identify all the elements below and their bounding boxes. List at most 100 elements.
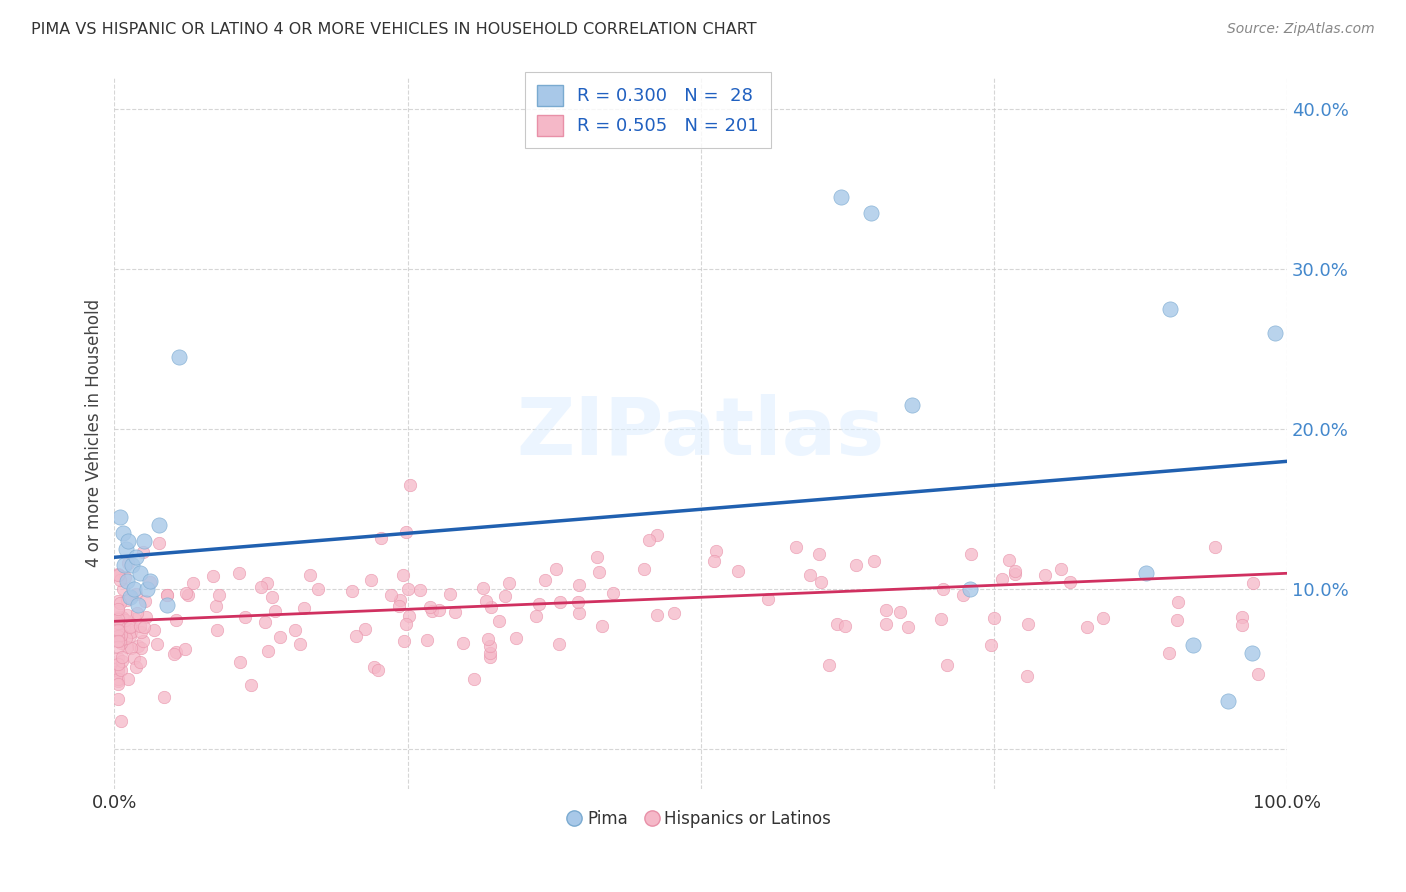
Point: [112, 558, 135, 573]
Point: [145, 637, 167, 651]
Point: [1230, 610, 1253, 624]
Point: [388, 599, 411, 613]
Point: [825, 617, 848, 632]
Point: [567, 595, 589, 609]
Point: [392, 568, 415, 582]
Point: [534, 574, 557, 588]
Point: [1241, 575, 1264, 590]
Point: [354, 622, 377, 636]
Y-axis label: 4 or more Vehicles in Household: 4 or more Vehicles in Household: [86, 300, 103, 567]
Point: [889, 605, 911, 619]
Point: [444, 605, 467, 619]
Point: [498, 575, 520, 590]
Point: [229, 655, 252, 669]
Point: [1017, 617, 1039, 632]
Point: [107, 650, 129, 665]
Point: [121, 558, 143, 573]
Point: [292, 600, 315, 615]
Point: [107, 624, 129, 638]
Point: [269, 630, 291, 644]
Point: [110, 714, 132, 729]
Point: [107, 665, 129, 679]
Point: [367, 663, 389, 677]
Point: [115, 640, 138, 654]
Point: [112, 582, 135, 596]
Point: [132, 633, 155, 648]
Point: [112, 619, 135, 633]
Point: [111, 649, 134, 664]
Point: [859, 206, 882, 220]
Point: [389, 592, 412, 607]
Point: [108, 573, 131, 587]
Point: [662, 606, 685, 620]
Point: [262, 590, 284, 604]
Point: [115, 631, 138, 645]
Point: [548, 594, 571, 608]
Point: [1035, 568, 1057, 582]
Point: [1059, 574, 1081, 589]
Text: PIMA VS HISPANIC OR LATINO 4 OR MORE VEHICLES IN HOUSEHOLD CORRELATION CHART: PIMA VS HISPANIC OR LATINO 4 OR MORE VEH…: [31, 22, 756, 37]
Point: [110, 628, 132, 642]
Point: [478, 650, 501, 665]
Point: [960, 547, 983, 561]
Point: [817, 658, 839, 673]
Point: [205, 599, 228, 613]
Point: [117, 608, 139, 623]
Point: [129, 624, 152, 639]
Point: [633, 561, 655, 575]
Point: [129, 655, 152, 669]
Point: [107, 672, 129, 686]
Point: [588, 565, 610, 579]
Point: [298, 568, 321, 582]
Point: [156, 599, 179, 613]
Point: [568, 606, 591, 620]
Point: [124, 582, 146, 597]
Point: [125, 659, 148, 673]
Point: [167, 351, 190, 365]
Point: [165, 645, 187, 659]
Point: [208, 588, 231, 602]
Point: [585, 550, 607, 565]
Point: [107, 661, 129, 675]
Point: [959, 582, 981, 597]
Point: [488, 614, 510, 628]
Point: [127, 606, 149, 620]
Point: [107, 609, 129, 624]
Point: [703, 554, 725, 568]
Point: [479, 600, 502, 615]
Point: [785, 541, 807, 555]
Point: [344, 629, 367, 643]
Point: [202, 569, 225, 583]
Point: [591, 619, 613, 633]
Point: [342, 584, 364, 599]
Legend: Pima, Hispanics or Latinos: Pima, Hispanics or Latinos: [564, 803, 838, 834]
Point: [107, 677, 129, 691]
Point: [1159, 302, 1181, 317]
Point: [932, 582, 955, 597]
Point: [107, 619, 129, 633]
Point: [132, 534, 155, 549]
Point: [363, 659, 385, 673]
Point: [370, 531, 392, 545]
Point: [148, 535, 170, 549]
Point: [108, 596, 131, 610]
Point: [288, 637, 311, 651]
Point: [125, 587, 148, 601]
Point: [479, 640, 502, 654]
Point: [254, 615, 277, 629]
Point: [1204, 540, 1226, 554]
Point: [107, 622, 129, 636]
Text: Source: ZipAtlas.com: Source: ZipAtlas.com: [1227, 22, 1375, 37]
Point: [602, 586, 624, 600]
Point: [1015, 668, 1038, 682]
Point: [475, 593, 498, 607]
Point: [875, 616, 897, 631]
Point: [118, 591, 141, 605]
Point: [477, 632, 499, 646]
Point: [398, 608, 420, 623]
Point: [808, 547, 831, 561]
Point: [1091, 610, 1114, 624]
Point: [875, 603, 897, 617]
Point: [117, 556, 139, 570]
Point: [256, 644, 278, 658]
